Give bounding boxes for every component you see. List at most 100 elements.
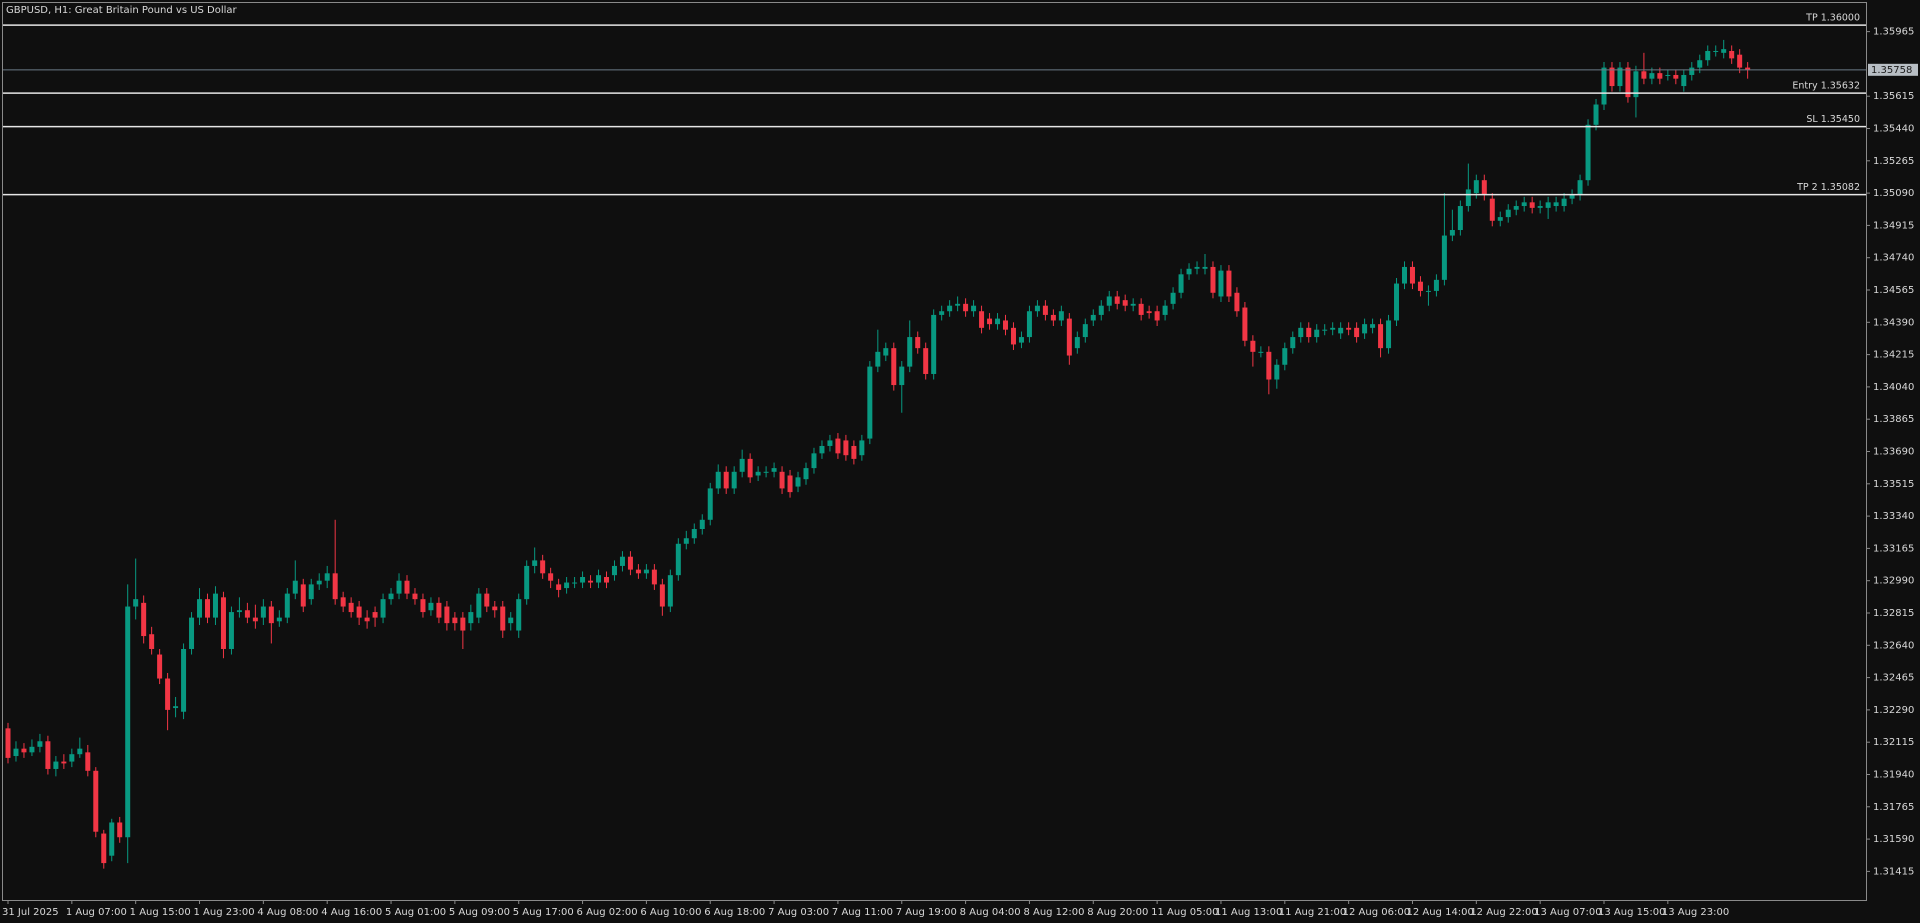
candle-body [1641,71,1647,79]
candle-body [45,741,51,769]
candle-body [1074,337,1080,349]
candle-body [332,573,338,600]
candle-body [1362,324,1368,334]
y-tick-label: 1.32640 [1873,640,1914,651]
candle-body [1338,327,1344,334]
candle-body [1441,235,1447,280]
x-tick-label: 8 Aug 12:00 [1023,907,1084,918]
candle-body [1425,290,1431,292]
candle-body [1625,67,1631,98]
candle-body [971,305,977,312]
candle-body [380,599,386,618]
candle-body [228,612,234,649]
y-tick-label: 1.31940 [1873,769,1914,780]
candle-body [1178,274,1184,293]
candle-body [1290,337,1296,349]
y-tick-label: 1.34915 [1873,220,1914,231]
candle-body [1346,327,1352,330]
candle-body [77,748,83,755]
candle-body [1481,180,1487,195]
candle-body [1298,327,1304,338]
candle-body [476,593,482,618]
candle-body [236,610,242,613]
candle-body [1585,124,1591,181]
x-tick-label: 13 Aug 15:00 [1598,907,1665,918]
candle-body [1609,67,1615,87]
candle-body [1314,329,1320,338]
candle-body [508,617,514,624]
y-tick-label: 1.34565 [1873,285,1914,296]
candle-body [324,573,330,581]
candle-body [1378,324,1384,349]
candle-body [1370,324,1376,328]
candle-body [1697,60,1703,68]
candle-body [1497,217,1503,221]
candle-body [21,748,27,753]
candle-body [260,606,266,618]
candle-body [428,602,434,611]
candle-body [795,477,801,487]
candle-body [1513,206,1519,210]
candle-body [1633,71,1639,98]
candle-body [1745,67,1751,70]
candle-body [1689,67,1695,75]
candle-body [1306,327,1312,338]
candle-body [1234,292,1240,312]
candle-body [819,445,825,454]
y-tick-label: 1.35965 [1873,27,1914,38]
x-tick-label: 6 Aug 18:00 [704,907,765,918]
candle-body [1050,314,1056,321]
candle-body [899,366,905,386]
x-tick-label: 8 Aug 20:00 [1087,907,1148,918]
candle-body [923,348,929,374]
plot-area [5,39,1751,869]
candle-body [1186,268,1192,275]
y-tick-label: 1.35090 [1873,188,1914,199]
candle-body [739,458,745,472]
candle-body [939,311,945,315]
y-tick-label: 1.34040 [1873,382,1914,393]
candle-body [556,584,562,590]
candle-body [452,617,458,624]
candle-body [1058,311,1064,321]
candle-body [340,597,346,607]
candle-body [1657,73,1663,79]
candle-body [627,556,633,570]
candle-body [1042,305,1048,315]
candle-body [811,453,817,469]
candle-body [1082,324,1088,338]
candle-body [1529,202,1535,208]
candle-body [468,612,474,624]
candle-body [412,593,418,600]
candle-body [1737,54,1743,68]
candle-body [1322,329,1328,331]
candle-body [691,529,697,539]
candle-body [1473,180,1479,194]
candle-body [1018,337,1024,343]
candle-body [420,599,426,613]
candle-body [540,560,546,574]
candle-body [1202,266,1208,269]
candle-body [963,303,969,312]
candle-body [29,746,35,753]
candle-body [93,770,99,832]
candle-body [1713,50,1719,52]
candle-body [292,580,298,594]
y-tick-label: 1.32290 [1873,705,1914,716]
candle-body [1090,314,1096,321]
candle-body [69,754,75,762]
candle-body [675,543,681,576]
level-label: TP 2 1.35082 [1796,182,1860,193]
candle-body [1218,270,1224,297]
candle-body [364,617,370,622]
x-tick-label: 1 Aug 15:00 [130,907,191,918]
candle-body [284,593,290,618]
y-tick-label: 1.35440 [1873,124,1914,135]
x-tick-label: 6 Aug 10:00 [640,907,701,918]
candle-body [1681,74,1687,87]
candle-body [891,348,897,386]
candle-body [851,445,857,459]
candle-body [1170,292,1176,304]
candle-body [1649,73,1655,79]
candle-body [572,582,578,584]
